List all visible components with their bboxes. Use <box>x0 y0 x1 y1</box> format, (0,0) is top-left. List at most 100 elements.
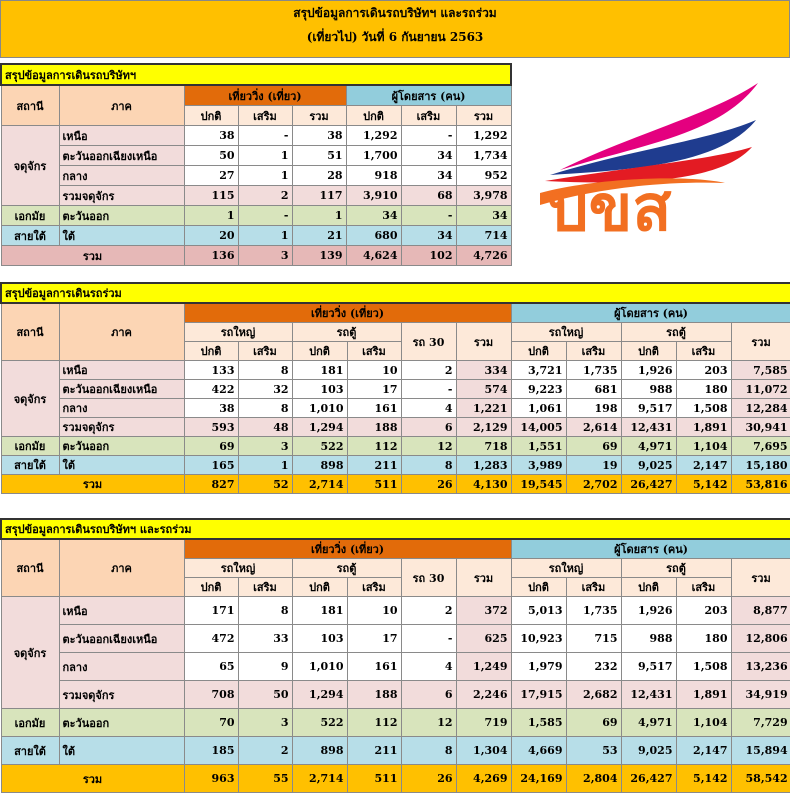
cell: ตะวันออก <box>58 708 185 737</box>
cell: 211 <box>346 455 402 475</box>
cell: 511 <box>346 764 402 793</box>
cell: 1,926 <box>620 596 677 625</box>
cell: 161 <box>346 652 402 681</box>
cell: 69 <box>565 436 622 456</box>
cell: รถใหญ่ <box>183 322 293 342</box>
cell: 4,130 <box>455 474 512 494</box>
cell: 103 <box>291 379 348 399</box>
cell: 593 <box>183 417 239 437</box>
cell: 2 <box>400 360 457 380</box>
cell: 988 <box>620 624 677 653</box>
cell: 53 <box>565 736 622 765</box>
cell: 1,551 <box>510 436 567 456</box>
cell: 161 <box>346 398 402 418</box>
cell: 103 <box>291 624 348 653</box>
cell: 21 <box>291 225 347 246</box>
cell: 28 <box>291 165 347 186</box>
cell: 2,147 <box>675 455 732 475</box>
cell: 8 <box>400 736 457 765</box>
cell: 2 <box>237 736 293 765</box>
cell: รถ 30 <box>400 322 457 361</box>
cell: สถานี <box>0 84 60 126</box>
cell: 718 <box>455 436 512 456</box>
cell: สายใต้ <box>0 736 60 765</box>
cell: รถตู้ <box>291 322 402 342</box>
cell: 112 <box>346 436 402 456</box>
cell: 14,005 <box>510 417 567 437</box>
cell: เที่ยววิ่ง (เที่ยว) <box>183 84 347 106</box>
cell: 20 <box>183 225 239 246</box>
cell: 918 <box>345 165 402 186</box>
cell: 8,877 <box>730 596 790 625</box>
title-row: สรุปข้อมูลการเดินรถร่วม <box>0 282 790 304</box>
cell: ผู้โดยสาร (คน) <box>510 302 790 323</box>
cell: เหนือ <box>58 125 185 146</box>
cell: เสริม <box>675 341 732 361</box>
cell: 1,926 <box>620 360 677 380</box>
title-row: สรุปข้อมูลการเดินรถบริษัทฯ <box>0 63 513 86</box>
cell: 1 <box>183 205 239 226</box>
cell: สายใต้ <box>0 455 60 475</box>
cell: 963 <box>183 764 239 793</box>
cell: 1 <box>237 455 293 475</box>
data-row: สายใต้ ใต้ 20 1 21 680 34 714 <box>0 225 512 246</box>
cell: - <box>400 125 457 146</box>
header-row: สถานี ภาค เที่ยววิ่ง (เที่ยว) ผู้โดยสาร (คน… <box>0 302 790 361</box>
cell: 1,891 <box>675 417 732 437</box>
data-row: กลาง 27 1 28 918 34 952 <box>1 165 512 186</box>
cell: 952 <box>455 165 512 186</box>
cell: 3 <box>237 708 293 737</box>
cell: 26,427 <box>620 764 677 793</box>
cell: ปกติ <box>183 577 239 597</box>
cell: รวม <box>291 105 347 126</box>
cell: 7,695 <box>730 436 790 456</box>
cell: รวมจดุจักร <box>58 185 185 206</box>
cell: 522 <box>291 436 348 456</box>
cell: 17 <box>346 624 402 653</box>
cell: 2,614 <box>565 417 622 437</box>
title-row: สรุปข้อมูลการเดินรถบริษัทฯ และรถร่วม <box>0 518 790 540</box>
cell: 2 <box>237 185 293 206</box>
cell: รถใหญ่ <box>510 322 622 342</box>
cell: 232 <box>565 652 622 681</box>
cell: 139 <box>291 245 347 266</box>
cell: 1,292 <box>345 125 402 146</box>
cell: 9 <box>237 652 293 681</box>
cell: 680 <box>345 225 402 246</box>
cell: 1,292 <box>455 125 512 146</box>
cell: 1,104 <box>675 708 732 737</box>
cell: เสริม <box>237 577 293 597</box>
cell: 1,061 <box>510 398 567 418</box>
cell: รถตู้ <box>620 558 732 578</box>
cell: 203 <box>675 360 732 380</box>
cell: เสริม <box>400 105 457 126</box>
cell: จดุจักร <box>0 125 60 206</box>
cell: 472 <box>183 624 239 653</box>
combined-table: สรุปข้อมูลการเดินรถบริษัทฯ และรถร่วม สถาน… <box>0 518 790 793</box>
cell: 34,919 <box>730 680 790 709</box>
cell: 2 <box>400 596 457 625</box>
cell: 8 <box>237 398 293 418</box>
cell: 5,142 <box>675 474 732 494</box>
cell: 1,294 <box>291 680 348 709</box>
cell: 3,989 <box>510 455 567 475</box>
cell: ใต้ <box>58 225 185 246</box>
cell: 69 <box>183 436 239 456</box>
cell: - <box>237 205 293 226</box>
cell: 1 <box>237 145 293 166</box>
data-row: ตะวันออกเฉียงเหนือ 50 1 51 1,700 34 1,734 <box>1 145 512 166</box>
data-row: จดุจักร เหนือ 38-38 1,292-1,292 <box>0 125 512 206</box>
cell: 1,508 <box>675 398 732 418</box>
cell: 51 <box>291 145 347 166</box>
cell: 2,714 <box>291 764 348 793</box>
cell: 10 <box>346 596 402 625</box>
cell: เที่ยววิ่ง (เที่ยว) <box>183 538 512 559</box>
cell: รวม <box>730 322 790 361</box>
cell: 65 <box>183 652 239 681</box>
cell: 50 <box>183 145 239 166</box>
cell: รถใหญ่ <box>183 558 293 578</box>
logo-text: บขส <box>548 172 671 245</box>
data-row: รวมจดุจักร 593 48 1,294 188 6 2,129 14,005 2,614… <box>1 417 790 437</box>
cell: 3,721 <box>510 360 567 380</box>
